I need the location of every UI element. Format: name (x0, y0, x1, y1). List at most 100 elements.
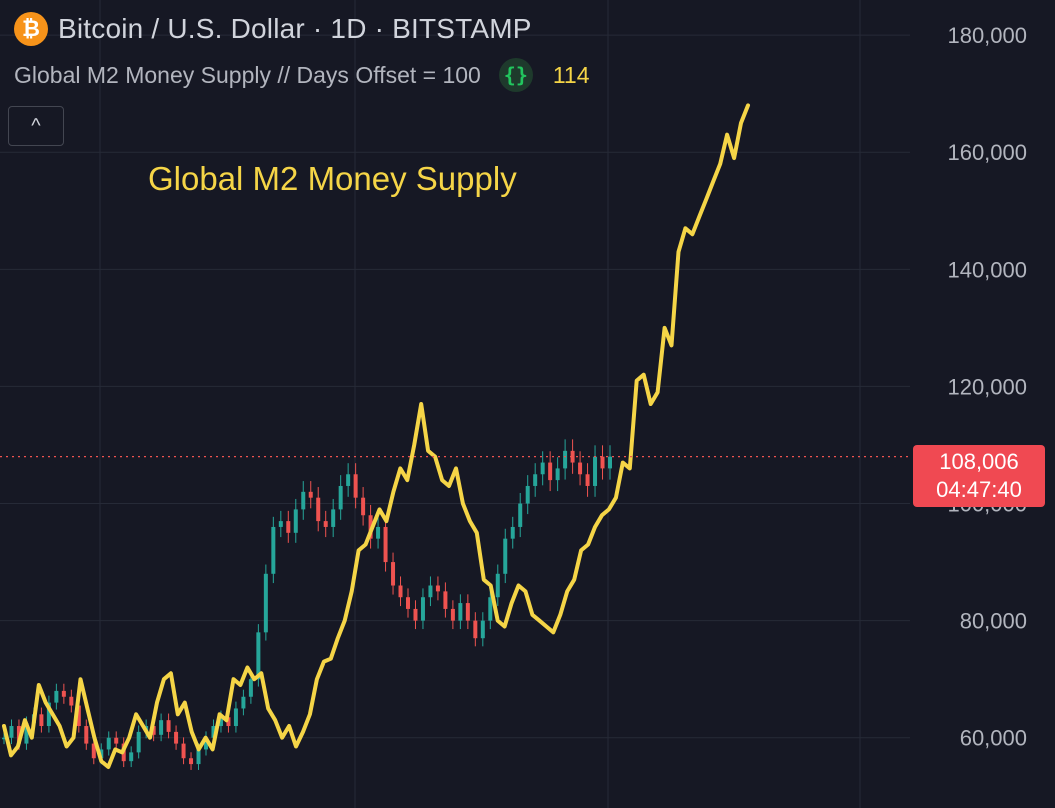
candle-body (346, 474, 351, 486)
candle-body (166, 720, 171, 732)
bitcoin-icon: ₿ (14, 12, 48, 46)
candle-body (271, 526, 276, 574)
current-price: 108,006 (939, 449, 1019, 474)
candle-body (473, 620, 478, 639)
candle-body (413, 608, 418, 621)
candle-body (458, 603, 463, 621)
candle-body (211, 726, 216, 738)
candle-body (316, 497, 321, 522)
candle-body (293, 509, 298, 533)
candle-body (196, 749, 201, 765)
candle-body (398, 585, 403, 598)
candle-body (600, 456, 605, 469)
candle-body (510, 526, 515, 539)
candle-body (76, 705, 81, 727)
candle-body (548, 462, 553, 481)
candle-body (608, 456, 612, 469)
chart-header: ₿ Bitcoin / U.S. Dollar · 1D · BITSTAMP … (14, 10, 590, 92)
candle-body (420, 597, 425, 621)
y-tick-label: 120,000 (947, 374, 1027, 399)
candle-body (151, 726, 156, 735)
candle-body (391, 562, 396, 586)
btc-candles (2, 439, 612, 770)
y-tick-label: 60,000 (960, 726, 1027, 751)
candle-body (383, 526, 388, 563)
candle-body (218, 717, 223, 727)
candle-body (488, 597, 493, 621)
candle-body (503, 538, 508, 574)
candle-body (540, 462, 545, 475)
candle-body (428, 585, 433, 598)
candle-body (495, 573, 500, 598)
indicator-name[interactable]: Global M2 Money Supply // Days Offset = … (14, 61, 481, 88)
y-axis[interactable]: 60,00080,000100,000120,000140,000160,000… (947, 23, 1027, 751)
candle-body (106, 737, 111, 750)
candle-body (69, 696, 74, 706)
y-tick-label: 80,000 (960, 609, 1027, 634)
candle-body (241, 696, 246, 709)
candle-body (174, 731, 179, 744)
candle-body (24, 723, 29, 744)
candle-body (406, 597, 410, 609)
candle-body (563, 450, 568, 469)
candle-body (376, 526, 381, 539)
candle-body (308, 491, 313, 498)
candle-body (361, 497, 366, 516)
y-tick-label: 180,000 (947, 23, 1027, 48)
symbol-title[interactable]: Bitcoin / U.S. Dollar · 1D · BITSTAMP (58, 13, 532, 44)
candle-body (555, 468, 560, 481)
candle-body (91, 743, 96, 759)
candle-body (189, 758, 194, 765)
candle-body (181, 743, 186, 759)
series-annotation: Global M2 Money Supply (148, 160, 517, 197)
symbol-row[interactable]: ₿ Bitcoin / U.S. Dollar · 1D · BITSTAMP (14, 10, 590, 48)
candle-body (9, 726, 14, 738)
candle-body (46, 702, 51, 727)
candle-body (99, 749, 104, 759)
candle-body (84, 726, 89, 744)
candle-body (435, 585, 440, 592)
indicator-value: 114 (552, 61, 590, 88)
indicator-legend[interactable]: Global M2 Money Supply // Days Offset = … (14, 58, 590, 92)
candle-body (114, 737, 119, 744)
candle-body (338, 485, 343, 510)
candle-body (518, 503, 523, 527)
candle-body (256, 632, 261, 680)
y-tick-label: 160,000 (947, 140, 1027, 165)
candle-body (465, 603, 470, 621)
candle-body (286, 521, 291, 533)
candle-body (593, 456, 598, 486)
candle-body (353, 474, 358, 498)
candle-body (54, 690, 59, 703)
candle-body (578, 462, 583, 475)
candle-body (323, 521, 328, 527)
current-price-badge: 108,006 04:47:40 (913, 445, 1045, 507)
candle-body (585, 474, 590, 486)
candle-body (301, 491, 306, 510)
candle-body (129, 752, 134, 762)
candle-body (39, 714, 44, 727)
candle-body (450, 608, 455, 621)
candle-body (443, 591, 448, 609)
candle-body (533, 474, 538, 486)
candle-body (248, 679, 253, 697)
candle-body (61, 690, 66, 697)
candle-body (331, 509, 336, 527)
candle-body (233, 708, 238, 727)
candle-body (278, 521, 283, 527)
collapse-legend-button[interactable]: ^ (8, 106, 64, 146)
bar-countdown: 04:47:40 (936, 477, 1022, 502)
candle-body (136, 731, 141, 753)
candle-body (480, 620, 485, 639)
candle-body (263, 573, 268, 633)
candle-body (204, 737, 208, 750)
candle-body (570, 450, 575, 463)
candle-body (525, 485, 530, 504)
y-tick-label: 140,000 (947, 257, 1027, 282)
candle-body (2, 737, 6, 740)
candle-body (226, 717, 231, 727)
script-braces-icon[interactable]: {} (498, 58, 533, 92)
m2-series-line (2, 103, 750, 769)
candle-body (159, 720, 164, 735)
